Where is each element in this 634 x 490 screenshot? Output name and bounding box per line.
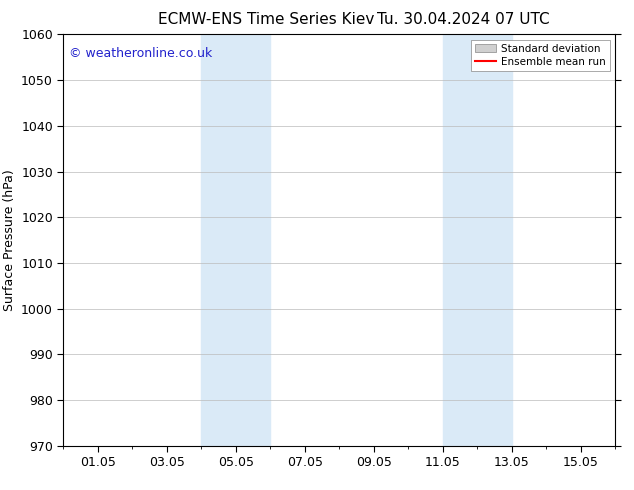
Text: ECMW-ENS Time Series Kiev: ECMW-ENS Time Series Kiev xyxy=(158,12,375,27)
Y-axis label: Surface Pressure (hPa): Surface Pressure (hPa) xyxy=(3,169,16,311)
Text: © weatheronline.co.uk: © weatheronline.co.uk xyxy=(69,47,212,60)
Legend: Standard deviation, Ensemble mean run: Standard deviation, Ensemble mean run xyxy=(470,40,610,71)
Bar xyxy=(443,34,512,446)
Bar xyxy=(202,34,270,446)
Text: Tu. 30.04.2024 07 UTC: Tu. 30.04.2024 07 UTC xyxy=(377,12,549,27)
